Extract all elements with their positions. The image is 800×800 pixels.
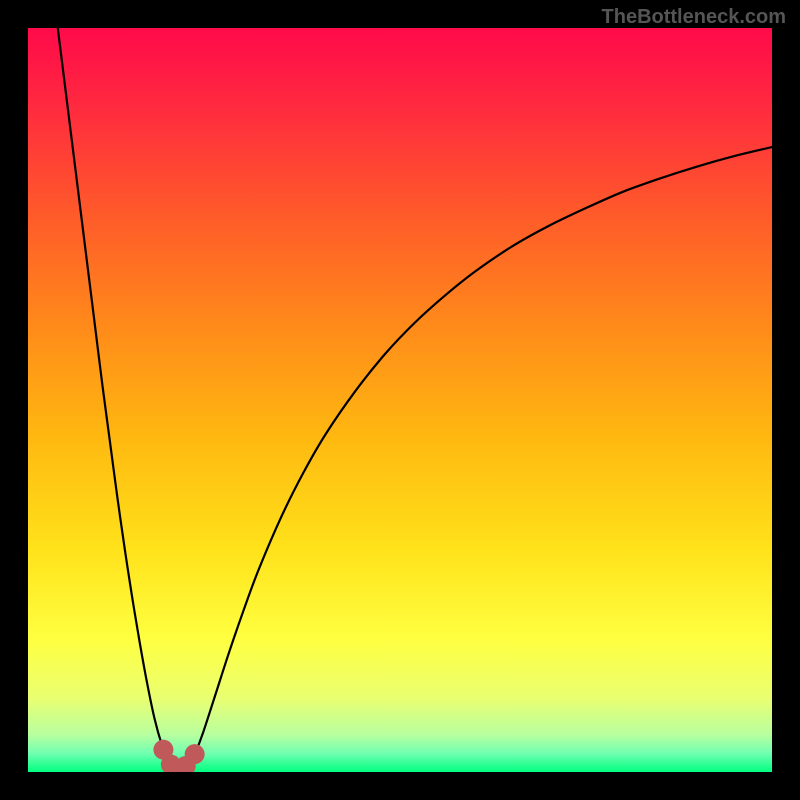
plot-area [28,28,772,772]
bottleneck-marker [185,744,205,764]
watermark-text: TheBottleneck.com [602,6,786,29]
bottleneck-markers [28,28,772,772]
